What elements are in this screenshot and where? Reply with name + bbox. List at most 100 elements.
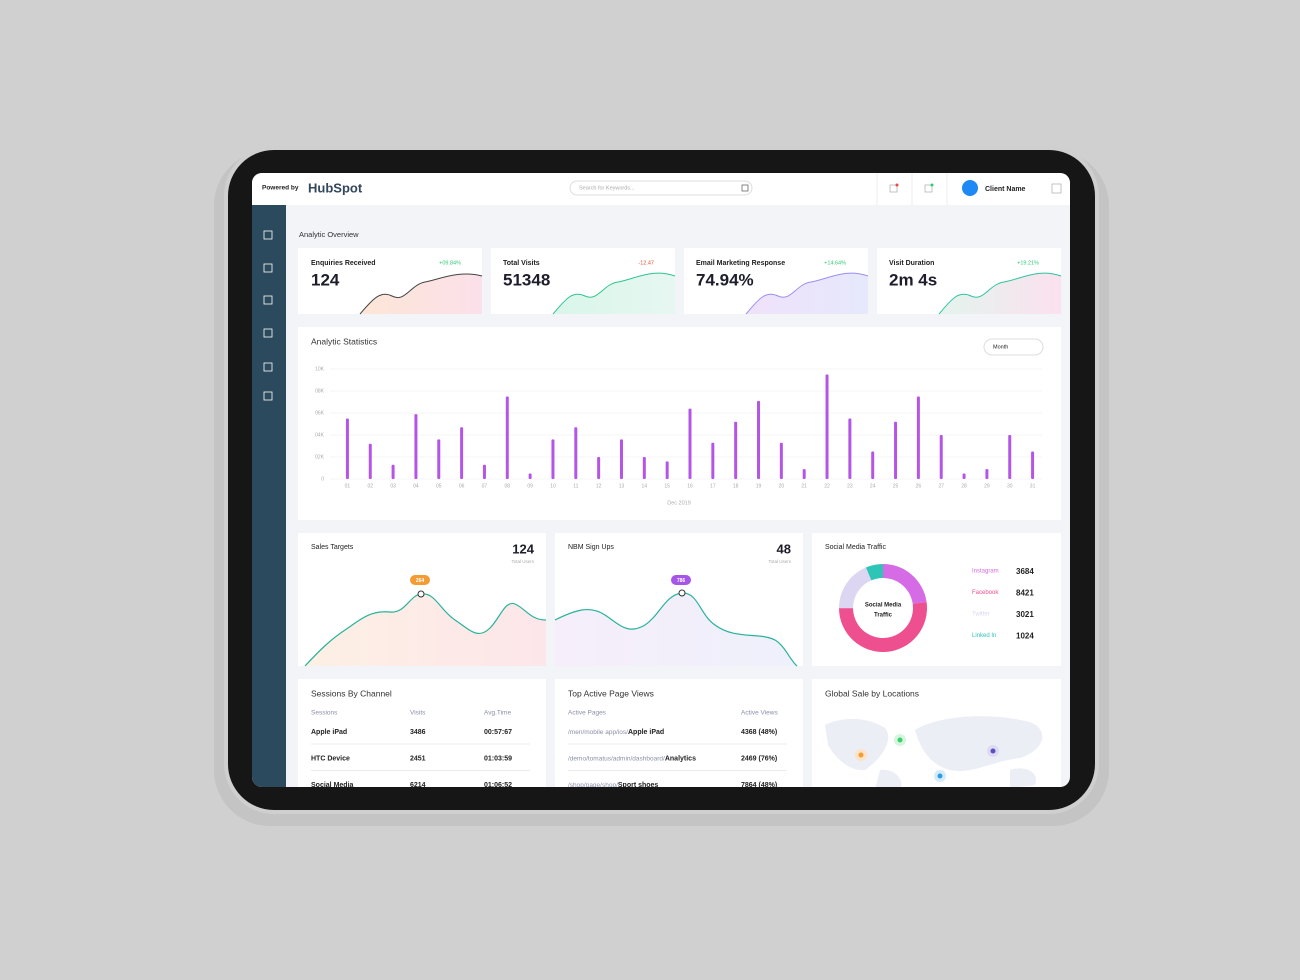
section-title: Analytic Overview [299, 230, 359, 239]
sidebar-icons [263, 230, 273, 401]
column-header: Avg.Time [484, 710, 511, 717]
period-select[interactable] [983, 338, 1044, 356]
location-dot [990, 748, 996, 754]
cell: HTC Device [311, 755, 350, 762]
sidebar [252, 205, 286, 787]
badge-dot [930, 183, 934, 187]
marker [417, 590, 425, 598]
world-map [825, 716, 1043, 787]
x-tick-label: 15 [664, 483, 670, 489]
legend-label: Linked In [972, 633, 996, 639]
icon[interactable] [263, 263, 273, 273]
x-tick-label: 27 [938, 483, 944, 489]
continent [825, 718, 889, 771]
page-name: Sport shoes [618, 782, 659, 789]
cell: Social Media [311, 782, 354, 789]
search-icon[interactable] [741, 184, 749, 192]
bar [757, 400, 761, 479]
kpi-card: Enquiries Received 124 +09.84% [298, 248, 483, 315]
notification-icon[interactable] [889, 184, 898, 193]
bar [1031, 451, 1035, 479]
icon[interactable] [263, 328, 273, 338]
card [298, 679, 546, 787]
chart-title: Analytic Statistics [311, 336, 377, 346]
sparkline-area [360, 273, 482, 314]
bar [437, 439, 441, 479]
kpi-change: +19.21% [1017, 260, 1039, 266]
bar [894, 421, 898, 479]
x-tick-label: 08 [505, 483, 511, 489]
powered-by: Powered by [262, 185, 299, 192]
bar [939, 435, 943, 479]
icon[interactable] [263, 295, 273, 305]
x-tick-label: 09 [527, 483, 533, 489]
continent [915, 716, 1043, 772]
marker [678, 589, 686, 597]
kpi-value: 51348 [503, 270, 550, 289]
bar [734, 421, 738, 479]
x-tick-label: 14 [642, 483, 648, 489]
bar [482, 464, 486, 479]
message-icon[interactable] [924, 184, 933, 193]
page-path: /men/mobile app/ios/ [568, 729, 628, 736]
cell: /men/mobile app/ios/Apple iPad [568, 729, 664, 736]
bar [551, 439, 555, 479]
bar [414, 414, 418, 479]
cell: 4368 (48%) [741, 729, 777, 736]
legend-value: 3021 [1016, 610, 1034, 619]
sparkline-area [939, 273, 1061, 314]
location-dot [858, 752, 864, 758]
x-tick-label: 21 [801, 483, 807, 489]
column-header: Visits [410, 710, 426, 717]
y-tick-label: 08K [315, 388, 325, 394]
bar [688, 408, 692, 479]
icon[interactable] [263, 230, 273, 240]
x-tick-label: 30 [1007, 483, 1013, 489]
bar [528, 473, 532, 479]
cell: 2469 (76%) [741, 755, 777, 762]
line [304, 593, 547, 667]
legend-label: Facebook [972, 590, 999, 596]
badge-text: 786 [677, 578, 686, 584]
y-tick-label: 02K [315, 454, 325, 460]
legend-label: Instagram [972, 569, 999, 575]
legend-label: Twitter [972, 612, 990, 618]
kpi-change: +14.64% [824, 260, 846, 266]
cell: /shop/page/shop/Sport shoes [568, 782, 658, 789]
bar [597, 457, 601, 479]
bar [1008, 435, 1012, 479]
kpi-card: Email Marketing Response 74.94% +14.64% [684, 248, 869, 315]
column-header: Active Pages [568, 710, 607, 717]
area [305, 593, 546, 666]
sparkline [938, 272, 1062, 315]
avatar[interactable] [962, 180, 978, 196]
search-box[interactable] [569, 180, 753, 196]
donut-chart: Instagram 3684 Facebook 8421 Twitter 3021 Link… [839, 564, 1034, 652]
sparkline-area [746, 273, 868, 314]
bar [505, 396, 509, 479]
cell: Apple iPad [311, 729, 347, 736]
cell: 01:03:59 [484, 755, 512, 762]
icon[interactable] [263, 391, 273, 401]
card-caption: Total Users [768, 559, 791, 564]
cell: /demo/tomatus/admin/dashboard/Analytics [568, 755, 696, 762]
kpi-value: 124 [311, 270, 340, 289]
x-tick-label: 28 [961, 483, 967, 489]
card-title: Sessions By Channel [311, 688, 392, 698]
bar [391, 464, 395, 479]
x-tick-label: 11 [573, 483, 578, 489]
kpi-label: Visit Duration [889, 260, 934, 267]
continent [875, 769, 902, 787]
x-tick-label: 06 [459, 483, 465, 489]
bar [916, 396, 920, 479]
x-tick-label: 23 [847, 483, 853, 489]
icon[interactable] [263, 362, 273, 372]
kpi-change: +09.84% [439, 260, 461, 266]
bar [574, 427, 578, 479]
donut-segment [883, 564, 927, 604]
legend-value: 1024 [1016, 632, 1034, 641]
donut-segment [839, 567, 872, 609]
menu-icon[interactable] [1051, 183, 1062, 194]
bar [642, 457, 646, 479]
donut-center: Social Media [865, 603, 902, 609]
